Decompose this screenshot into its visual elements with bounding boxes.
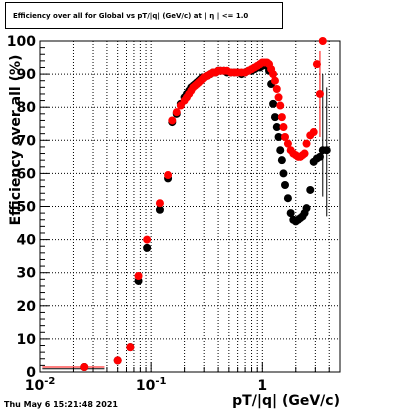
- red-point: [172, 108, 181, 117]
- y-tick-label: 90: [17, 67, 37, 83]
- black-point: [143, 243, 152, 252]
- y-tick-label: 30: [17, 266, 37, 282]
- black-point: [270, 113, 279, 122]
- black-point: [272, 123, 281, 132]
- red-point: [274, 93, 283, 102]
- red-point: [283, 139, 292, 148]
- timestamp: Thu May 6 15:21:48 2021: [4, 400, 118, 409]
- y-tick-label: 100: [7, 34, 36, 50]
- red-point: [272, 84, 281, 93]
- x-tick-label: 1: [257, 378, 267, 394]
- black-point: [269, 99, 278, 108]
- x-tick-label: 10-1: [136, 376, 167, 394]
- red-point: [300, 149, 309, 158]
- red-point: [277, 113, 286, 122]
- red-point: [113, 356, 122, 365]
- red-point: [318, 37, 327, 45]
- y-tick-label: 70: [17, 133, 37, 149]
- red-point: [270, 76, 279, 85]
- y-tick-label: 60: [17, 166, 37, 182]
- y-axis-title: Efficiency over all (%): [8, 55, 24, 226]
- red-point: [269, 70, 278, 79]
- x-axis-title: pT/|q| (GeV/c): [232, 393, 340, 409]
- red-point: [302, 139, 311, 148]
- red-point: [134, 272, 143, 281]
- black-point: [276, 146, 285, 155]
- chart-title-box: Efficiency over all for Global vs pT/|q|…: [5, 2, 283, 29]
- red-point: [80, 363, 89, 372]
- red-point: [280, 132, 289, 141]
- data-series: [42, 37, 331, 372]
- black-point: [274, 132, 283, 141]
- black-point: [277, 156, 286, 165]
- red-point: [276, 101, 285, 110]
- grid: [40, 41, 341, 372]
- black-point: [283, 194, 292, 203]
- red-point: [315, 89, 324, 98]
- black-point: [315, 152, 324, 161]
- y-tick-label: 80: [17, 100, 37, 116]
- red-point: [164, 171, 173, 180]
- black-point: [322, 146, 331, 155]
- red-point: [126, 343, 135, 352]
- red-point: [155, 199, 164, 208]
- y-tick-label: 10: [17, 332, 37, 348]
- black-point: [279, 169, 288, 178]
- chart-title: Efficiency over all for Global vs pT/|q|…: [13, 11, 249, 20]
- y-tick-label: 40: [17, 233, 37, 249]
- axis-ticks: 0 10 20 30 40 50 60 70 80 90 100 10-2 10-1 1: [7, 34, 341, 394]
- black-point: [306, 185, 315, 194]
- red-point: [309, 128, 318, 137]
- red-point: [279, 123, 288, 132]
- y-tick-label: 50: [17, 200, 37, 216]
- x-tick-label: 10-2: [25, 376, 56, 394]
- y-tick-label: 0: [26, 365, 36, 381]
- red-point: [168, 116, 177, 125]
- black-point: [286, 209, 295, 218]
- black-point: [280, 180, 289, 189]
- red-point: [312, 60, 321, 69]
- black-point: [302, 204, 311, 213]
- red-point: [143, 235, 152, 244]
- black-point: [155, 205, 164, 214]
- y-tick-label: 20: [17, 299, 37, 315]
